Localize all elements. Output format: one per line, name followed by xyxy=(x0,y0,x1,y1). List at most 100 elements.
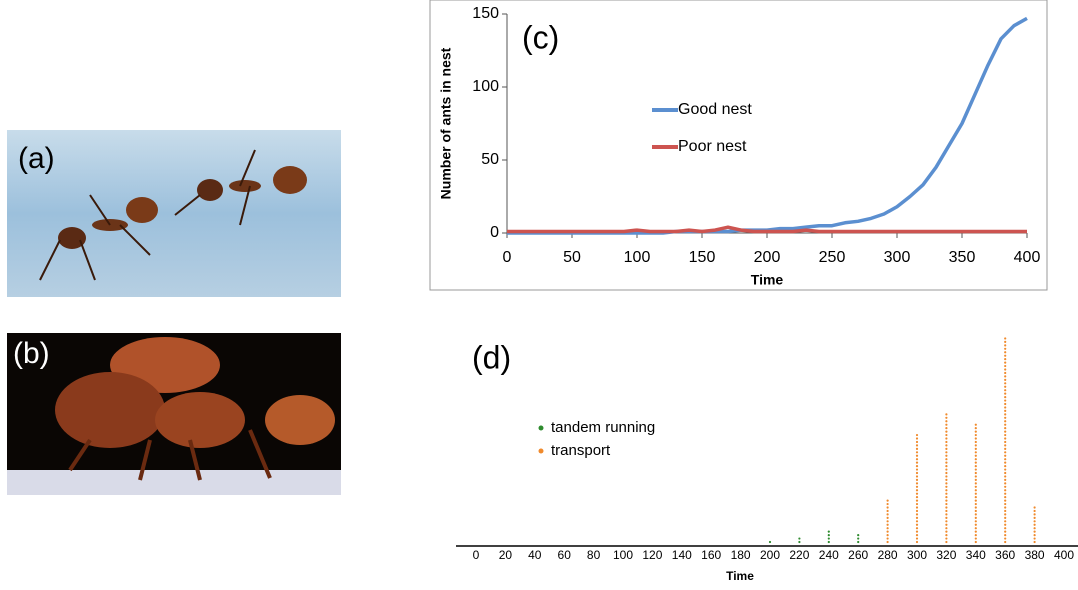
panel-label: (b) xyxy=(13,337,50,370)
dot xyxy=(1004,499,1007,502)
dot xyxy=(915,492,919,495)
dot xyxy=(886,530,889,533)
dot xyxy=(1033,509,1036,513)
dot xyxy=(886,534,889,537)
annotation: (d) xyxy=(472,339,511,375)
dot xyxy=(1004,361,1007,364)
dot xyxy=(1004,337,1007,340)
dot xyxy=(974,454,977,457)
dot xyxy=(915,523,919,526)
dot xyxy=(974,509,977,513)
dot xyxy=(945,489,948,492)
y-axis-label: Number of ants in nest xyxy=(438,47,454,199)
dot xyxy=(1033,537,1036,540)
y-tick-label: 150 xyxy=(472,5,499,22)
dot xyxy=(974,520,977,523)
dot xyxy=(827,530,830,533)
series-line xyxy=(507,225,1027,234)
dot xyxy=(945,499,948,502)
dot xyxy=(974,475,977,478)
y-tick-label: 50 xyxy=(481,151,499,168)
dot xyxy=(1033,516,1036,519)
dot xyxy=(886,502,889,506)
dot xyxy=(1004,471,1007,475)
dot xyxy=(886,537,889,540)
x-tick-label: 0 xyxy=(503,249,512,266)
dot xyxy=(1004,496,1007,499)
dot-stack xyxy=(768,540,772,544)
dot xyxy=(1004,382,1007,385)
x-tick-label: 200 xyxy=(760,548,780,562)
dot xyxy=(945,534,948,537)
dot xyxy=(974,433,977,437)
dot xyxy=(915,468,919,471)
x-tick-label: 120 xyxy=(642,548,662,562)
dot-stack xyxy=(974,423,977,544)
dot xyxy=(827,540,830,544)
dot xyxy=(1004,527,1007,530)
dot xyxy=(886,520,889,523)
dot xyxy=(1004,385,1007,388)
dot xyxy=(945,502,948,506)
x-tick-label: 260 xyxy=(848,548,868,562)
dot xyxy=(974,534,977,537)
x-axis-label: Time xyxy=(751,272,784,288)
dot xyxy=(1004,444,1007,447)
x-tick-label: 80 xyxy=(587,548,601,562)
dot xyxy=(915,482,919,485)
dot xyxy=(886,499,889,502)
photo-b: (b) xyxy=(7,333,341,495)
dot xyxy=(974,451,977,454)
dot xyxy=(974,447,977,450)
dot xyxy=(1033,513,1036,516)
chart-c-frame xyxy=(429,0,1048,291)
dot xyxy=(1033,534,1036,537)
x-tick-label: 160 xyxy=(701,548,721,562)
y-tick-label: 0 xyxy=(490,224,499,241)
x-tick-label: 140 xyxy=(672,548,692,562)
x-tick-label: 400 xyxy=(1054,548,1074,562)
y-tick-label: 100 xyxy=(472,78,499,95)
dot xyxy=(1033,520,1036,523)
dot xyxy=(945,413,948,416)
dot xyxy=(798,540,801,544)
dot xyxy=(1004,451,1007,454)
x-tick-label: 220 xyxy=(789,548,809,562)
dot xyxy=(915,540,919,544)
dot xyxy=(945,433,948,437)
dot xyxy=(886,516,889,519)
dot xyxy=(974,440,977,444)
dot xyxy=(1004,540,1007,544)
dot xyxy=(857,537,860,540)
dot xyxy=(768,540,772,544)
dot xyxy=(1004,413,1007,416)
dot xyxy=(1033,506,1036,509)
dot xyxy=(1004,399,1007,402)
dot xyxy=(915,496,919,499)
dot xyxy=(1033,527,1036,530)
dot-stack xyxy=(798,537,801,544)
dot xyxy=(1004,371,1007,375)
x-tick-label: 300 xyxy=(884,249,911,266)
dot xyxy=(886,527,889,530)
dot xyxy=(974,471,977,475)
dot xyxy=(1004,530,1007,533)
dot xyxy=(915,475,919,478)
dot xyxy=(886,523,889,526)
dot xyxy=(1004,437,1007,440)
dot xyxy=(945,527,948,530)
dot xyxy=(945,465,948,468)
dot xyxy=(915,537,919,540)
dot xyxy=(945,482,948,485)
dot xyxy=(945,540,948,544)
dot xyxy=(974,444,977,447)
x-tick-label: 40 xyxy=(528,548,542,562)
dot-stack xyxy=(915,433,919,544)
x-tick-label: 180 xyxy=(731,548,751,562)
x-tick-label: 60 xyxy=(558,548,572,562)
dot xyxy=(1004,502,1007,506)
dot-stack xyxy=(1033,506,1036,544)
dot xyxy=(798,537,801,540)
legend-label: Good nest xyxy=(678,101,752,118)
dot xyxy=(945,440,948,444)
